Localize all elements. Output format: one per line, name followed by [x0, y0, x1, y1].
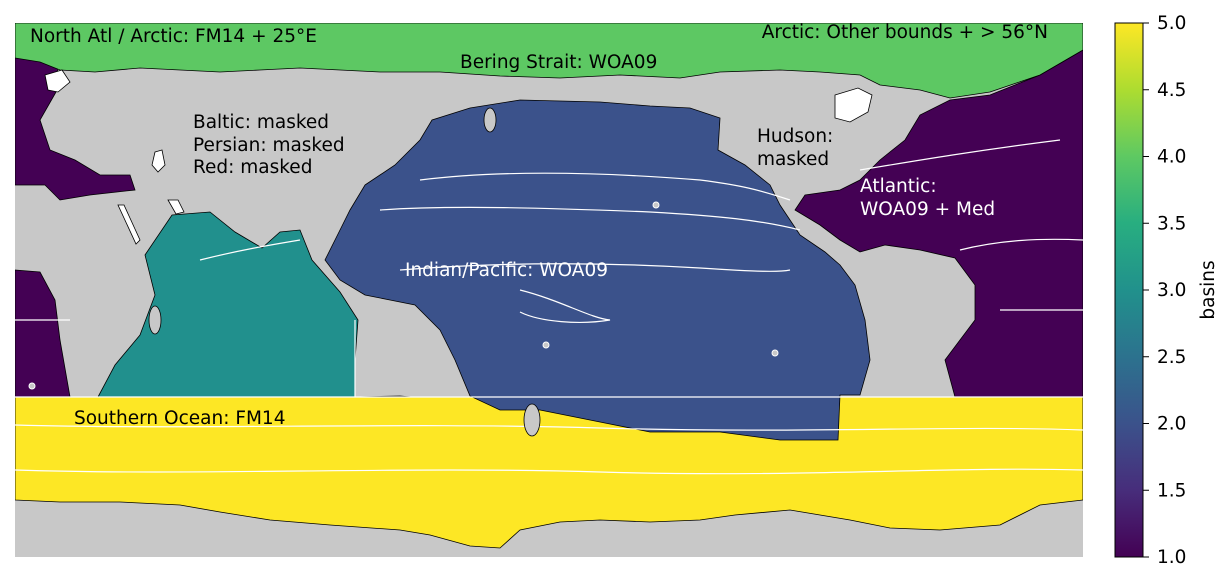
label-hudson: Hudson:	[757, 126, 833, 147]
arctic-basin	[15, 23, 1083, 99]
island	[542, 341, 550, 349]
island	[771, 349, 779, 357]
japan	[483, 107, 497, 133]
label-indo-pacific: Indian/Pacific: WOA09	[405, 260, 608, 281]
label-baltic: Baltic: masked	[193, 112, 329, 133]
caspian-sea	[151, 149, 166, 173]
colorbar-tick-label: 3.0	[1157, 280, 1186, 301]
baltic-sea	[44, 69, 71, 93]
label-hudson-masked: masked	[757, 149, 829, 170]
colorbar-gradient	[1114, 22, 1144, 558]
island	[28, 382, 36, 390]
colorbar: 1.0 1.5 2.0 2.5 3.0 3.5 4.0 4.5 5.0 basins	[1114, 13, 1219, 568]
colorbar-tick-label: 2.5	[1157, 347, 1186, 368]
madagascar	[148, 305, 162, 335]
new-zealand	[523, 403, 541, 437]
colorbar-tick-label: 3.5	[1157, 213, 1186, 234]
label-red: Red: masked	[193, 157, 312, 178]
persian-gulf	[167, 199, 185, 215]
label-persian: Persian: masked	[193, 135, 345, 156]
colorbar-tick-label: 5.0	[1157, 13, 1186, 34]
colorbar-tick-label: 4.0	[1157, 147, 1186, 168]
label-north-atl-arctic: North Atl / Arctic: FM14 + 25°E	[30, 26, 317, 47]
colorbar-label: basins	[1198, 260, 1219, 319]
map-panel: North Atl / Arctic: FM14 + 25°E Arctic: …	[15, 22, 1083, 557]
colorbar-tick-label: 2.0	[1157, 414, 1186, 435]
colorbar-ticks: 1.0 1.5 2.0 2.5 3.0 3.5 4.0 4.5 5.0	[1143, 13, 1186, 568]
basin-boundaries	[15, 139, 1083, 475]
gulf-of-guinea	[15, 269, 71, 398]
hawaii	[652, 201, 660, 209]
colorbar-tick-label: 1.0	[1157, 547, 1186, 568]
label-southern-ocean: Southern Ocean: FM14	[74, 408, 285, 429]
colorbar-tick-label: 4.5	[1157, 80, 1186, 101]
label-bering: Bering Strait: WOA09	[460, 52, 657, 73]
colorbar-tick-label: 1.5	[1157, 480, 1186, 501]
red-sea	[117, 204, 141, 245]
label-atlantic-woa09: WOA09 + Med	[860, 199, 995, 220]
hudson-bay	[834, 87, 873, 123]
label-atlantic: Atlantic:	[860, 176, 937, 197]
label-arctic-other: Arctic: Other bounds + > 56°N	[762, 22, 1048, 43]
